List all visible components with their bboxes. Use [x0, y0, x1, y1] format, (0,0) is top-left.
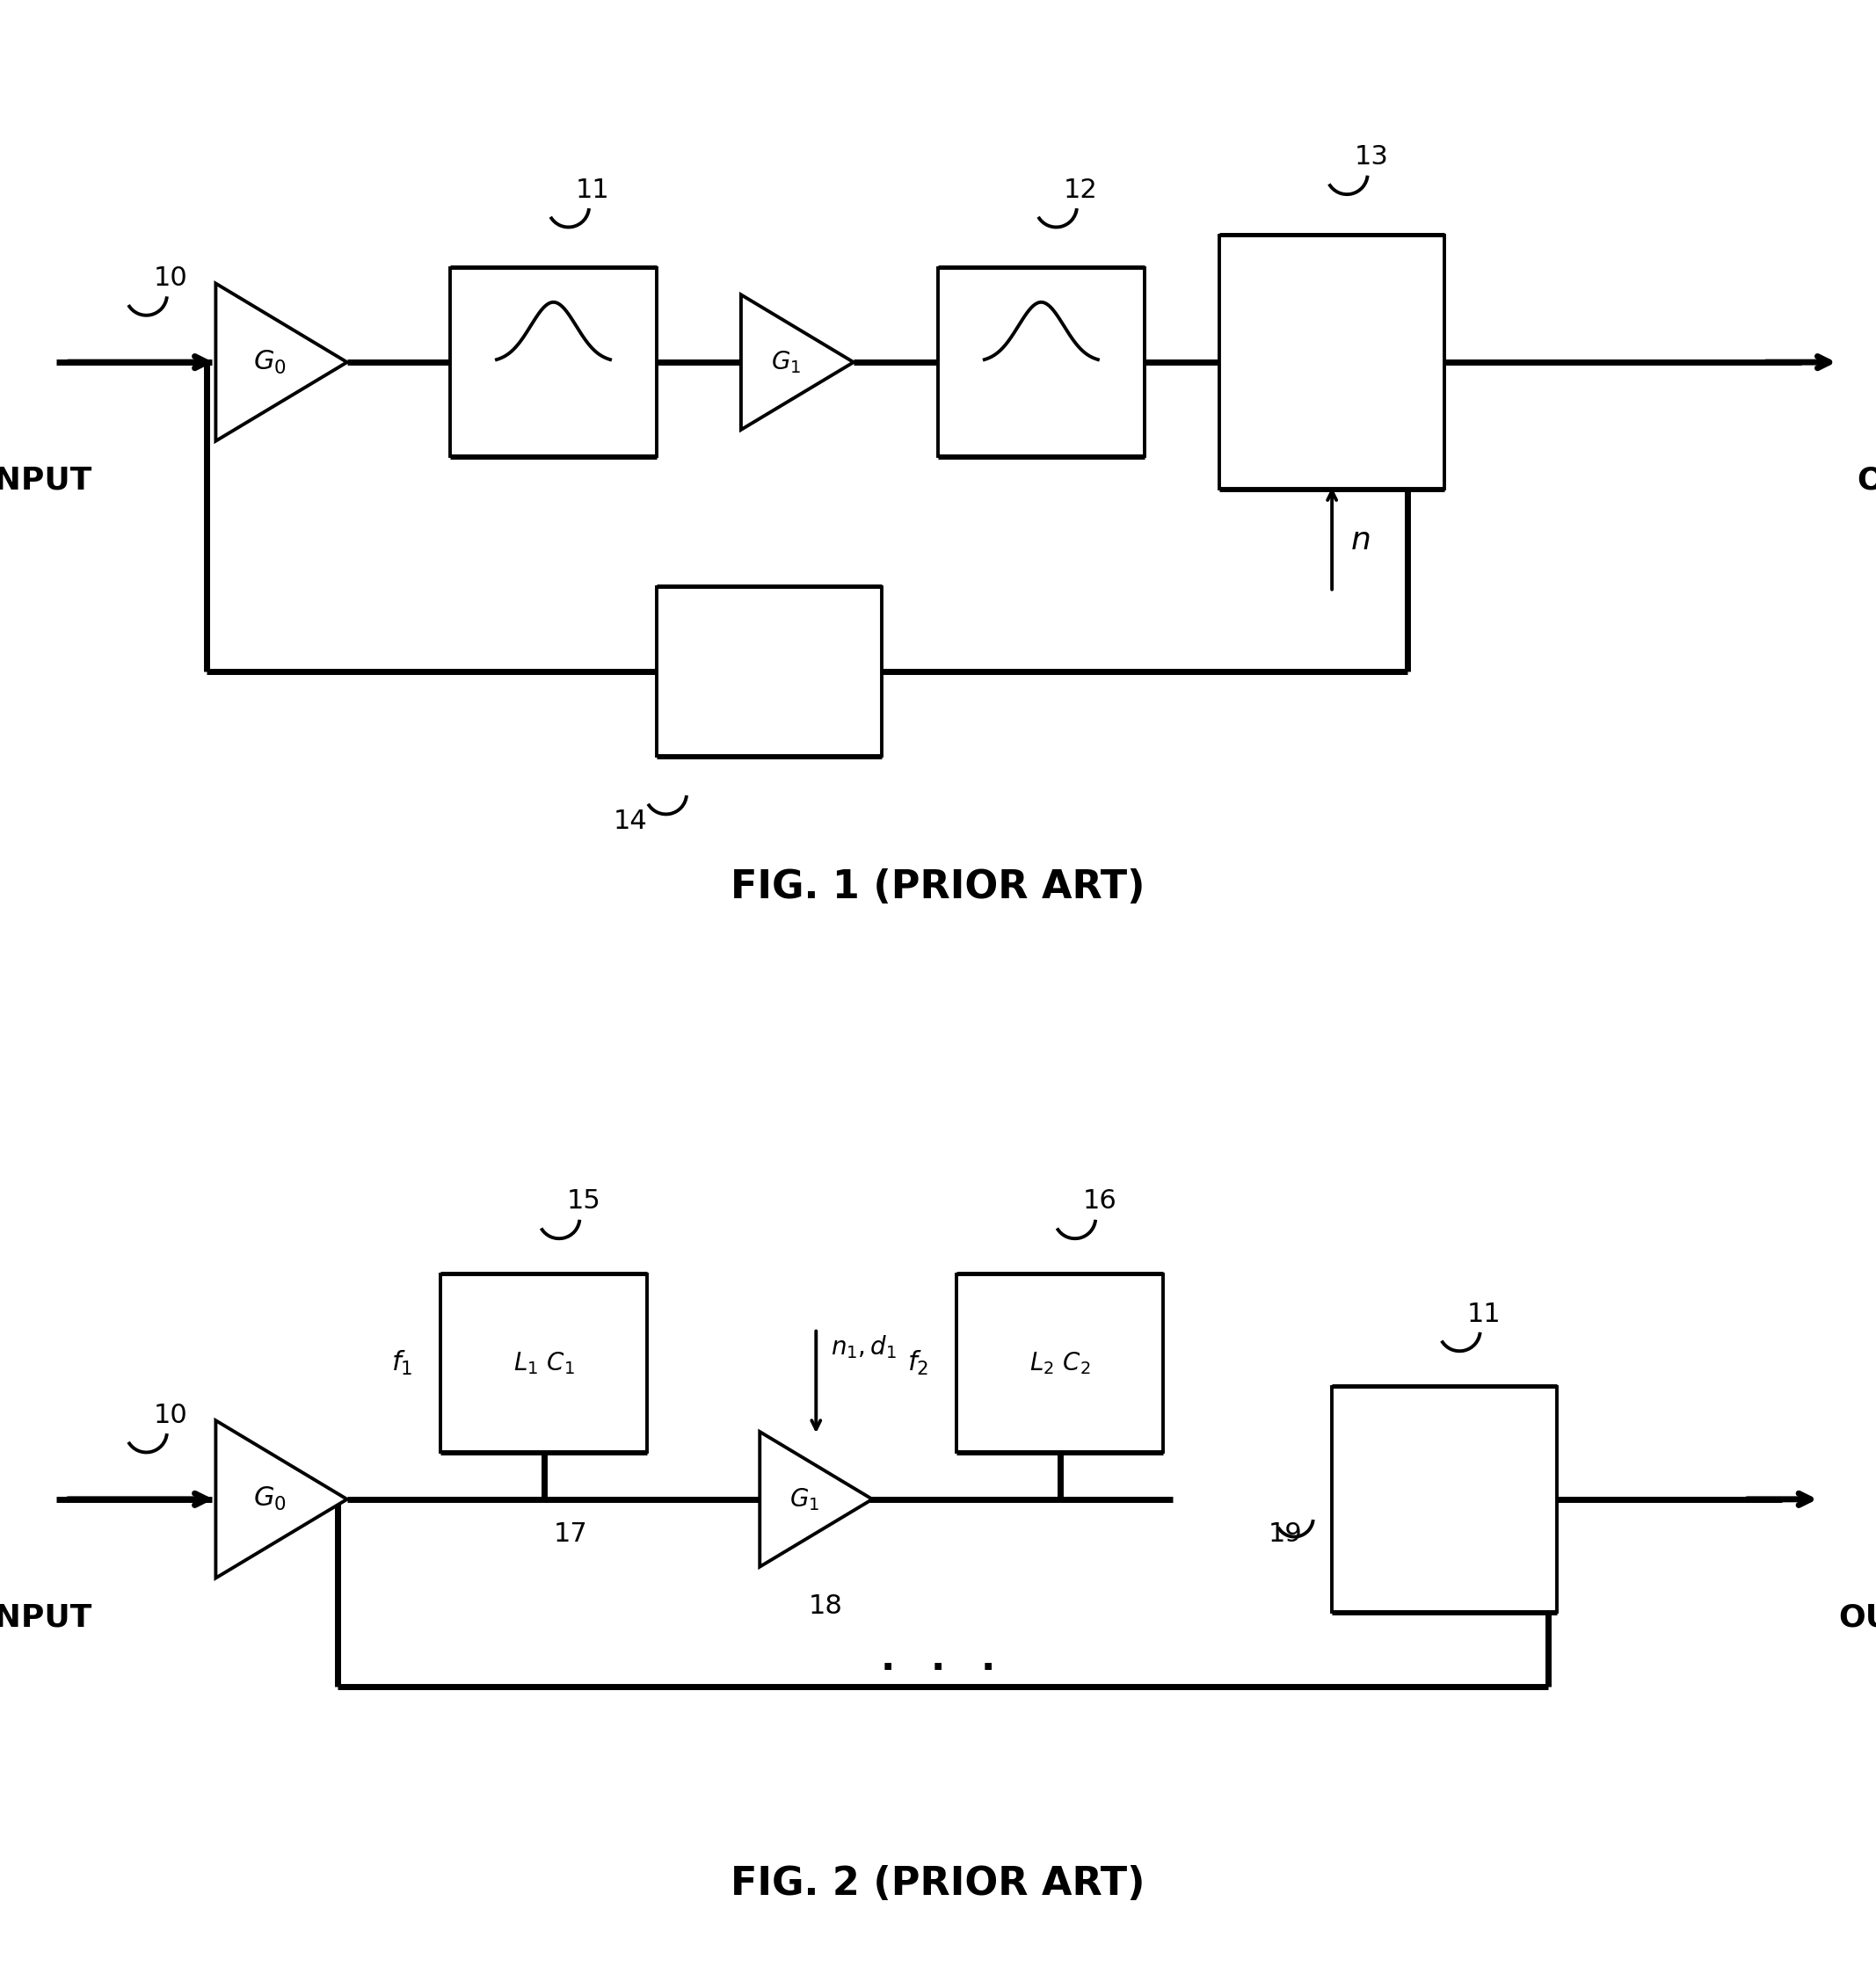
- Text: 17: 17: [553, 1522, 587, 1548]
- Bar: [441, 1273, 647, 1453]
- Text: $f_2$: $f_2$: [908, 1348, 929, 1378]
- Text: . . .: . . .: [876, 1638, 1000, 1678]
- Text: 18: 18: [809, 1593, 842, 1619]
- Bar: [657, 588, 882, 756]
- Text: 11: 11: [1467, 1301, 1501, 1327]
- Text: $G_0$: $G_0$: [253, 349, 287, 375]
- Text: $f_1$: $f_1$: [392, 1348, 413, 1378]
- Text: 10: 10: [154, 1402, 188, 1427]
- Polygon shape: [216, 284, 347, 440]
- Text: 14: 14: [613, 809, 647, 835]
- Text: INPUT: INPUT: [0, 466, 92, 495]
- Text: OUTPUT: OUTPUT: [1838, 1603, 1876, 1632]
- Bar: [1332, 1386, 1557, 1613]
- Bar: [450, 268, 657, 456]
- Text: 10: 10: [154, 265, 188, 290]
- Text: 15: 15: [567, 1188, 600, 1214]
- Text: $G_0$: $G_0$: [253, 1486, 287, 1512]
- Text: FIG. 1 (PRIOR ART): FIG. 1 (PRIOR ART): [732, 869, 1144, 906]
- Text: OUTPUT: OUTPUT: [1857, 466, 1876, 495]
- Polygon shape: [741, 294, 854, 430]
- Text: INPUT: INPUT: [0, 1603, 92, 1632]
- Text: $L_2\ C_2$: $L_2\ C_2$: [1030, 1350, 1090, 1376]
- Text: $n_1, d_1$: $n_1, d_1$: [831, 1334, 897, 1360]
- Text: 19: 19: [1268, 1522, 1302, 1548]
- Text: n: n: [1351, 525, 1371, 555]
- Text: FIG. 2 (PRIOR ART): FIG. 2 (PRIOR ART): [732, 1865, 1144, 1903]
- Polygon shape: [216, 1421, 347, 1577]
- Text: $G_1$: $G_1$: [790, 1486, 820, 1512]
- Text: 12: 12: [1064, 178, 1097, 203]
- Bar: [1219, 235, 1445, 490]
- Text: 11: 11: [576, 178, 610, 203]
- Text: 13: 13: [1354, 144, 1388, 170]
- Polygon shape: [760, 1431, 872, 1567]
- Bar: [938, 268, 1144, 456]
- Text: $G_1$: $G_1$: [771, 349, 801, 375]
- Bar: [957, 1273, 1163, 1453]
- Text: $L_1\ C_1$: $L_1\ C_1$: [514, 1350, 574, 1376]
- Text: 16: 16: [1082, 1188, 1116, 1214]
